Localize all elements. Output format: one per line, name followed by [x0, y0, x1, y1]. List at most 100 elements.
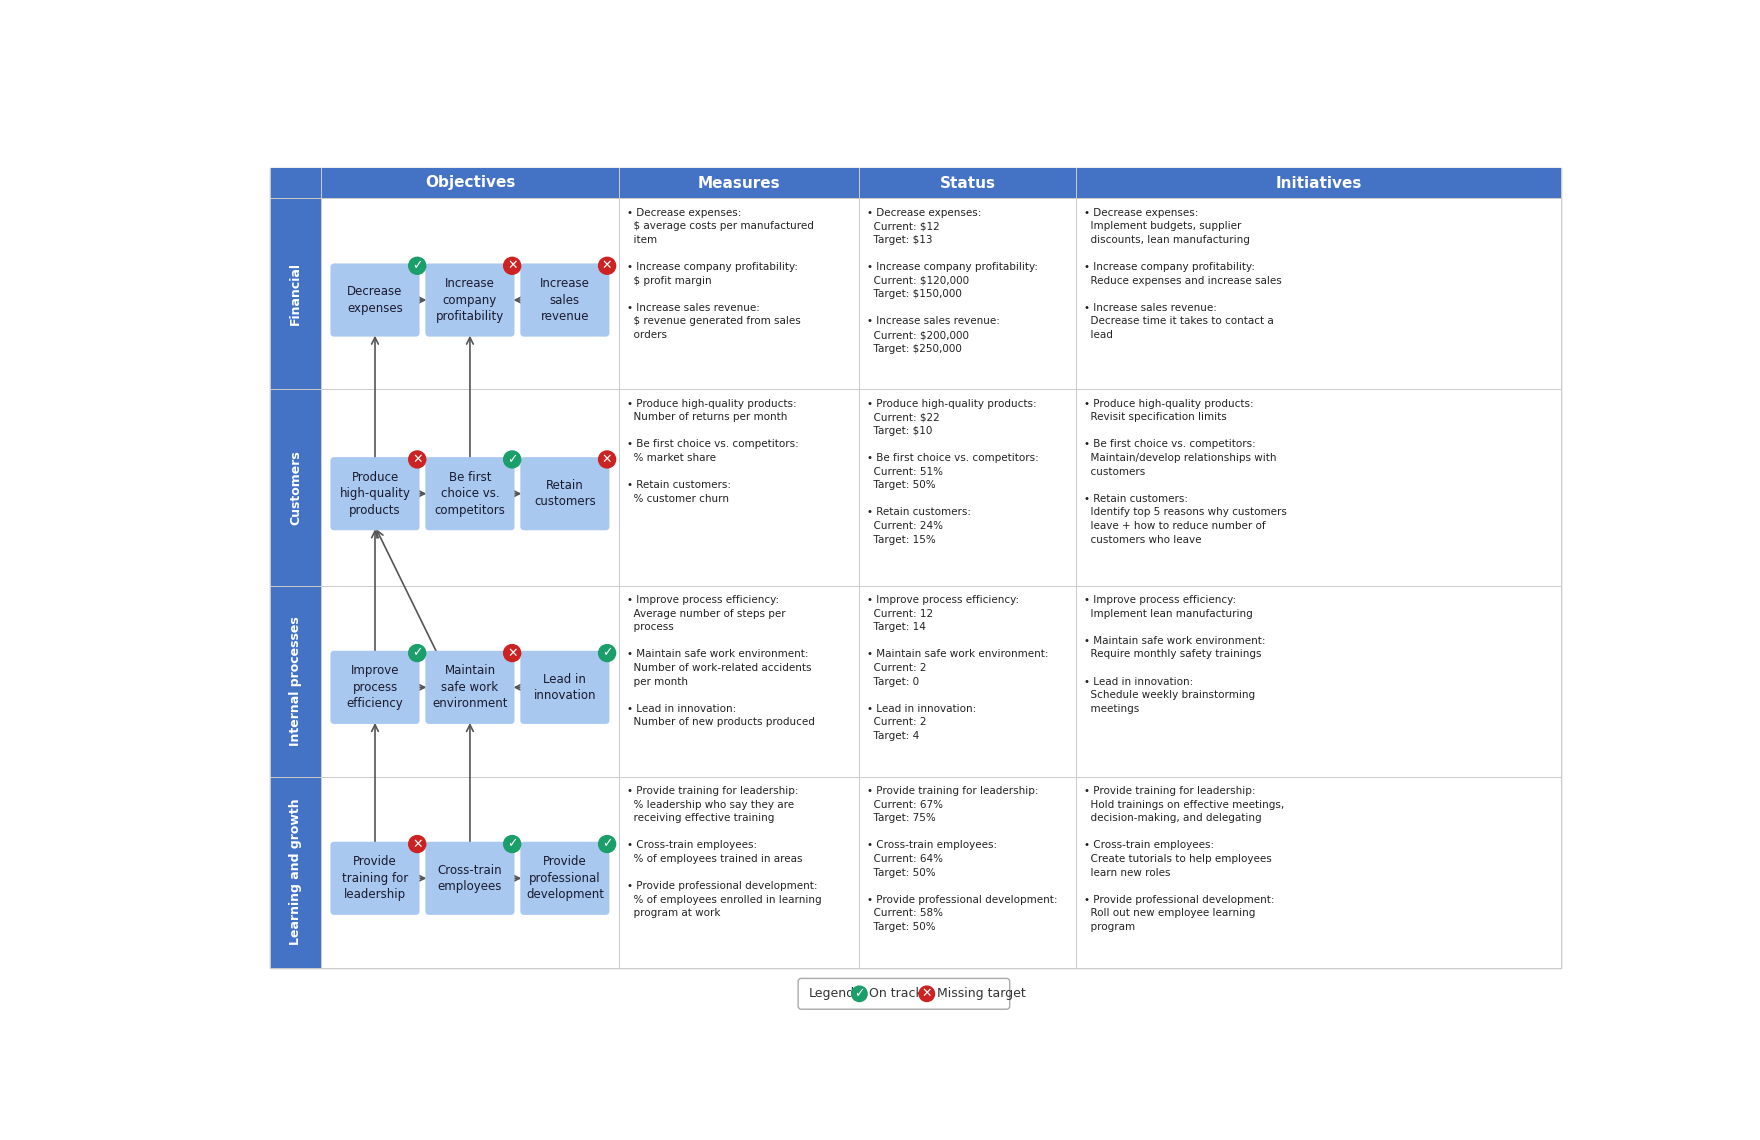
- FancyBboxPatch shape: [331, 263, 419, 336]
- Text: ✕: ✕: [602, 259, 612, 272]
- Circle shape: [852, 986, 868, 1002]
- Text: ✕: ✕: [507, 259, 517, 272]
- Text: ✕: ✕: [602, 453, 612, 466]
- FancyBboxPatch shape: [320, 198, 620, 390]
- Text: • Decrease expenses:
  Implement budgets, supplier
  discounts, lean manufacturi: • Decrease expenses: Implement budgets, …: [1084, 207, 1281, 340]
- Text: ✕: ✕: [507, 646, 517, 660]
- Circle shape: [503, 258, 521, 275]
- Text: • Produce high-quality products:
  Current: $22
  Target: $10

• Be first choice: • Produce high-quality products: Current…: [868, 399, 1038, 545]
- FancyBboxPatch shape: [620, 586, 859, 776]
- Text: Learning and growth: Learning and growth: [289, 799, 303, 945]
- Text: ✓: ✓: [507, 838, 517, 850]
- Text: Measures: Measures: [699, 176, 781, 190]
- Circle shape: [598, 451, 616, 467]
- FancyBboxPatch shape: [1077, 776, 1561, 968]
- Text: Lead in
innovation: Lead in innovation: [533, 673, 597, 702]
- FancyBboxPatch shape: [426, 651, 514, 724]
- FancyBboxPatch shape: [620, 168, 859, 198]
- FancyBboxPatch shape: [271, 390, 320, 586]
- FancyBboxPatch shape: [271, 586, 320, 776]
- FancyBboxPatch shape: [521, 457, 609, 530]
- FancyBboxPatch shape: [320, 168, 620, 198]
- Text: • Decrease expenses:
  $ average costs per manufactured
  item

• Increase compa: • Decrease expenses: $ average costs per…: [627, 207, 813, 340]
- Circle shape: [503, 451, 521, 467]
- Circle shape: [503, 644, 521, 661]
- FancyBboxPatch shape: [426, 263, 514, 336]
- FancyBboxPatch shape: [271, 776, 320, 968]
- Circle shape: [598, 258, 616, 275]
- Text: Missing target: Missing target: [936, 987, 1026, 1000]
- FancyBboxPatch shape: [1077, 390, 1561, 586]
- Text: Status: Status: [940, 176, 996, 190]
- FancyBboxPatch shape: [426, 841, 514, 915]
- FancyBboxPatch shape: [521, 651, 609, 724]
- Circle shape: [408, 451, 426, 467]
- Text: Internal processes: Internal processes: [289, 617, 303, 746]
- FancyBboxPatch shape: [1077, 168, 1561, 198]
- Text: Improve
process
efficiency: Improve process efficiency: [347, 665, 403, 710]
- Text: Maintain
safe work
environment: Maintain safe work environment: [433, 665, 507, 710]
- FancyBboxPatch shape: [521, 263, 609, 336]
- Circle shape: [598, 644, 616, 661]
- Text: ✓: ✓: [602, 838, 612, 850]
- Text: ✓: ✓: [602, 646, 612, 660]
- Text: Be first
choice vs.
competitors: Be first choice vs. competitors: [435, 471, 505, 516]
- FancyBboxPatch shape: [320, 776, 620, 968]
- Text: • Produce high-quality products:
  Revisit specification limits

• Be first choi: • Produce high-quality products: Revisit…: [1084, 399, 1287, 545]
- Text: Increase
sales
revenue: Increase sales revenue: [540, 277, 590, 323]
- FancyBboxPatch shape: [271, 198, 320, 390]
- Text: ✓: ✓: [854, 987, 864, 1000]
- Text: Objectives: Objectives: [424, 176, 516, 190]
- Text: Financial: Financial: [289, 262, 303, 325]
- Text: ✓: ✓: [412, 259, 422, 272]
- Circle shape: [408, 258, 426, 275]
- Text: Legend:: Legend:: [810, 987, 859, 1000]
- Text: • Improve process efficiency:
  Current: 12
  Target: 14

• Maintain safe work e: • Improve process efficiency: Current: 1…: [868, 595, 1049, 741]
- Text: • Produce high-quality products:
  Number of returns per month

• Be first choic: • Produce high-quality products: Number …: [627, 399, 799, 504]
- Text: Customers: Customers: [289, 450, 303, 524]
- Text: Initiatives: Initiatives: [1276, 176, 1362, 190]
- FancyBboxPatch shape: [331, 841, 419, 915]
- FancyBboxPatch shape: [320, 390, 620, 586]
- Text: • Provide training for leadership:
  % leadership who say they are
  receiving e: • Provide training for leadership: % lea…: [627, 785, 822, 919]
- FancyBboxPatch shape: [859, 198, 1077, 390]
- Text: Cross-train
employees: Cross-train employees: [438, 864, 502, 893]
- FancyBboxPatch shape: [1077, 198, 1561, 390]
- FancyBboxPatch shape: [1077, 586, 1561, 776]
- Text: Decrease
expenses: Decrease expenses: [347, 285, 403, 315]
- Text: • Decrease expenses:
  Current: $12
  Target: $13

• Increase company profitabil: • Decrease expenses: Current: $12 Target…: [868, 207, 1038, 353]
- Text: On track: On track: [869, 987, 924, 1000]
- FancyBboxPatch shape: [859, 586, 1077, 776]
- FancyBboxPatch shape: [620, 390, 859, 586]
- Circle shape: [408, 836, 426, 853]
- Text: ✓: ✓: [412, 646, 422, 660]
- FancyBboxPatch shape: [271, 168, 320, 198]
- FancyBboxPatch shape: [331, 457, 419, 530]
- FancyBboxPatch shape: [331, 651, 419, 724]
- Circle shape: [598, 836, 616, 853]
- Text: ✕: ✕: [412, 453, 422, 466]
- FancyBboxPatch shape: [426, 457, 514, 530]
- Text: Provide
training for
leadership: Provide training for leadership: [341, 855, 408, 902]
- Text: Increase
company
profitability: Increase company profitability: [436, 277, 503, 323]
- FancyBboxPatch shape: [859, 168, 1077, 198]
- Text: ✕: ✕: [922, 987, 933, 1000]
- Text: Produce
high-quality
products: Produce high-quality products: [340, 471, 410, 516]
- Circle shape: [503, 836, 521, 853]
- Circle shape: [919, 986, 935, 1002]
- FancyBboxPatch shape: [859, 776, 1077, 968]
- FancyBboxPatch shape: [620, 776, 859, 968]
- Text: Retain
customers: Retain customers: [533, 479, 595, 508]
- Text: ✓: ✓: [507, 453, 517, 466]
- Text: • Provide training for leadership:
  Current: 67%
  Target: 75%

• Cross-train e: • Provide training for leadership: Curre…: [868, 785, 1058, 931]
- FancyBboxPatch shape: [797, 978, 1010, 1009]
- FancyBboxPatch shape: [620, 198, 859, 390]
- Text: • Provide training for leadership:
  Hold trainings on effective meetings,
  dec: • Provide training for leadership: Hold …: [1084, 785, 1285, 931]
- FancyBboxPatch shape: [271, 168, 1561, 968]
- Text: ✕: ✕: [412, 838, 422, 850]
- FancyBboxPatch shape: [859, 390, 1077, 586]
- Text: • Improve process efficiency:
  Average number of steps per
  process

• Maintai: • Improve process efficiency: Average nu…: [627, 595, 815, 727]
- Circle shape: [408, 644, 426, 661]
- Text: Provide
professional
development: Provide professional development: [526, 855, 604, 902]
- FancyBboxPatch shape: [521, 841, 609, 915]
